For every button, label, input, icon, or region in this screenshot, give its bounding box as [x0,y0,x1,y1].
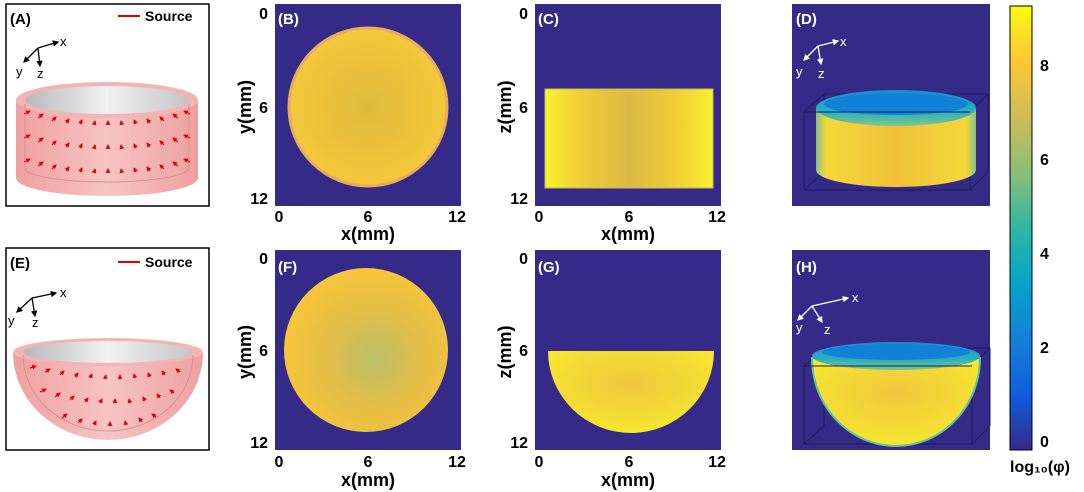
axis-y-label: y [796,64,803,79]
y-tick: 12 [510,191,528,208]
source-arrows [23,110,191,174]
panel-f: (F) 0 6 12 0 6 12 x(mm) y(mm) [235,250,466,490]
hemisphere-volume [810,357,982,447]
x-tick: 0 [535,209,544,226]
y-tick: 12 [510,435,528,452]
panel-g: (G) 0 6 12 0 6 12 x(mm) z(mm) [495,250,726,490]
axis-x-label: x [852,290,859,305]
x-tick: 12 [708,209,726,226]
y-axis-label: y(mm) [235,325,255,379]
panel-c: (C) 0 6 12 0 6 12 x(mm) z(mm) [495,4,726,244]
axis-y-label: y [16,64,23,79]
colorbar-tick: 2 [1040,340,1049,357]
colorbar-tick: 4 [1040,246,1049,263]
axis-z-label: z [824,322,831,337]
axis-y-label: y [796,320,803,335]
panel-d: (D) x y z [792,4,990,206]
axis-z-label: z [818,66,825,81]
y-tick: 6 [259,343,268,360]
x-tick: 6 [364,209,373,226]
y-tick: 6 [259,100,268,117]
panel-d-label: (D) [796,11,817,28]
x-axis-label: x(mm) [601,470,655,490]
cylinder-model [16,82,198,196]
y-tick: 0 [259,251,268,268]
panel-c-label: (C) [538,11,559,28]
x-tick: 0 [275,454,284,471]
y-tick: 6 [519,100,528,117]
y-tick: 0 [519,6,528,23]
y-axis-label: y(mm) [235,80,255,134]
x-axis-label: x(mm) [341,224,395,244]
y-tick: 0 [519,251,528,268]
disc-slice [287,26,449,188]
source-legend-label: Source [145,254,193,270]
disc-slice [284,268,448,432]
x-tick: 12 [448,454,466,471]
axis-x-label: x [60,34,67,49]
colorbar-label: log₁₀(φ) [1010,459,1070,476]
panel-b-label: (B) [278,11,299,28]
source-arrows [29,364,181,426]
x-tick: 0 [275,209,284,226]
hemisphere-model [13,338,203,440]
panel-a-label: (A) [10,11,31,28]
axis-z-label: z [37,66,44,81]
axes-triad [803,39,840,66]
y-tick: 6 [519,343,528,360]
axes-triad [16,290,58,318]
x-tick: 6 [625,454,634,471]
colorbar-tick: 0 [1040,434,1049,451]
y-tick: 12 [250,435,268,452]
x-tick: 12 [708,454,726,471]
axes-triad [797,295,850,324]
bowl-slice [548,351,714,433]
axis-y-label: y [8,313,15,328]
colorbar-tick: 8 [1040,58,1049,75]
y-tick: 12 [250,191,268,208]
x-tick: 6 [625,209,634,226]
x-tick: 6 [364,454,373,471]
rect-slice [545,89,713,188]
panel-g-label: (G) [538,259,560,276]
panel-h-label: (H) [796,259,817,276]
x-tick: 12 [448,209,466,226]
cylinder-volume [816,108,976,187]
panel-h: (H) x y z [792,250,991,450]
source-legend-label: Source [145,8,193,24]
panel-e-label: (E) [10,255,30,272]
axis-x-label: x [840,34,847,49]
y-axis-label: z(mm) [495,325,515,378]
panel-e: (E) Source x y z [5,247,210,451]
x-tick: 0 [535,454,544,471]
colorbar: 0 2 4 6 8 log₁₀(φ) [1009,5,1070,476]
axis-x-label: x [60,285,67,300]
axes-triad [23,40,60,68]
y-tick: 0 [259,6,268,23]
axis-z-label: z [32,315,39,330]
panel-f-label: (F) [278,259,297,276]
panel-a: (A) Source x y z [5,3,210,207]
panel-b: (B) 0 6 12 0 6 12 x(mm) y(mm) [235,4,466,244]
x-axis-label: x(mm) [341,470,395,490]
x-axis-label: x(mm) [601,224,655,244]
y-axis-label: z(mm) [495,80,515,133]
colorbar-tick: 6 [1040,152,1049,169]
